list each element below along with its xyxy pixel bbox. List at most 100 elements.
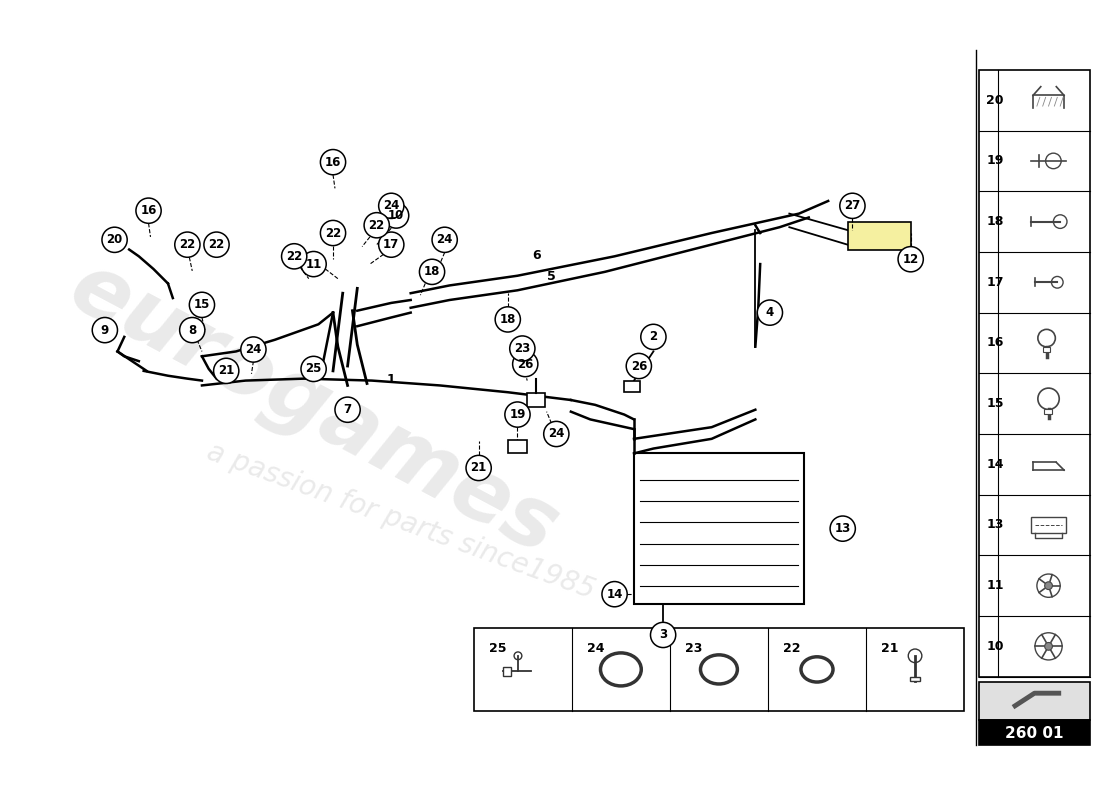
Text: 19: 19: [987, 154, 1004, 167]
Circle shape: [175, 232, 200, 258]
Bar: [508, 440, 527, 454]
Text: 22: 22: [179, 238, 196, 251]
Text: 23: 23: [514, 342, 530, 355]
Bar: [474, 628, 964, 710]
Circle shape: [432, 227, 458, 253]
Text: 17: 17: [383, 238, 399, 251]
Bar: [625, 381, 640, 392]
Circle shape: [495, 306, 520, 332]
Bar: [979, 682, 1090, 720]
Circle shape: [898, 246, 923, 272]
Text: 17: 17: [987, 276, 1004, 289]
Text: 23: 23: [684, 642, 702, 654]
Circle shape: [378, 194, 404, 218]
Text: 10: 10: [388, 209, 404, 222]
Text: 24: 24: [383, 199, 399, 212]
Circle shape: [213, 358, 239, 383]
Text: 13: 13: [987, 518, 1004, 531]
Text: 15: 15: [987, 397, 1004, 410]
Text: 21: 21: [881, 642, 899, 654]
Circle shape: [513, 351, 538, 377]
Text: 2: 2: [649, 330, 658, 343]
Text: 24: 24: [437, 234, 453, 246]
Text: 20: 20: [987, 94, 1004, 106]
Circle shape: [378, 232, 404, 258]
Text: 21: 21: [471, 462, 487, 474]
Text: 18: 18: [499, 313, 516, 326]
Text: 14: 14: [606, 588, 623, 601]
Text: 15: 15: [194, 298, 210, 311]
Circle shape: [602, 582, 627, 606]
Text: 12: 12: [903, 253, 918, 266]
Text: 11: 11: [987, 579, 1004, 592]
Bar: [527, 394, 544, 406]
Text: 24: 24: [245, 343, 262, 356]
Circle shape: [757, 300, 782, 326]
Bar: [1031, 518, 1066, 533]
Text: 25: 25: [306, 362, 322, 375]
Text: 3: 3: [659, 629, 668, 642]
Ellipse shape: [608, 660, 634, 679]
Bar: [979, 720, 1090, 745]
Text: 26: 26: [630, 359, 647, 373]
Text: 8: 8: [188, 323, 197, 337]
Bar: [979, 70, 1090, 677]
Text: 1: 1: [387, 374, 396, 386]
Circle shape: [320, 150, 345, 174]
Text: 260 01: 260 01: [1005, 726, 1064, 741]
Text: 7: 7: [343, 403, 352, 416]
Text: 27: 27: [845, 199, 860, 212]
Ellipse shape: [707, 661, 730, 678]
Text: 16: 16: [324, 156, 341, 169]
Text: 24: 24: [548, 427, 564, 441]
Circle shape: [650, 622, 675, 647]
Text: 10: 10: [987, 640, 1004, 653]
Text: 18: 18: [987, 215, 1004, 228]
Circle shape: [543, 422, 569, 446]
Text: 9: 9: [101, 323, 109, 337]
Text: 16: 16: [987, 337, 1004, 350]
Bar: [910, 677, 920, 681]
Bar: [504, 666, 512, 676]
Text: 24: 24: [586, 642, 604, 654]
Circle shape: [384, 203, 409, 228]
Circle shape: [830, 516, 856, 542]
Circle shape: [301, 251, 327, 277]
Circle shape: [839, 194, 865, 218]
Circle shape: [136, 198, 162, 223]
Circle shape: [1045, 582, 1053, 590]
Text: 20: 20: [107, 234, 123, 246]
Text: 22: 22: [368, 218, 385, 232]
Bar: [634, 454, 804, 604]
Text: eurogames: eurogames: [55, 246, 572, 574]
Text: 22: 22: [324, 226, 341, 239]
Circle shape: [641, 324, 666, 350]
Circle shape: [466, 455, 492, 481]
Text: 5: 5: [547, 270, 556, 283]
Bar: [848, 222, 911, 250]
Circle shape: [626, 354, 651, 378]
Circle shape: [179, 318, 205, 342]
Circle shape: [509, 336, 535, 361]
Text: 19: 19: [509, 408, 526, 421]
Text: 18: 18: [424, 266, 440, 278]
Text: 6: 6: [532, 249, 541, 262]
Bar: [1043, 347, 1050, 352]
Circle shape: [301, 356, 327, 382]
Circle shape: [92, 318, 118, 342]
Text: 25: 25: [488, 642, 506, 654]
Text: 4: 4: [766, 306, 774, 319]
Text: 22: 22: [783, 642, 800, 654]
Ellipse shape: [807, 662, 827, 677]
Circle shape: [505, 402, 530, 427]
Circle shape: [282, 244, 307, 269]
Text: 11: 11: [306, 258, 321, 270]
Text: 22: 22: [208, 238, 224, 251]
Text: a passion for parts since1985: a passion for parts since1985: [204, 438, 598, 605]
Bar: [1044, 410, 1053, 414]
Circle shape: [241, 337, 266, 362]
Circle shape: [320, 220, 345, 246]
Circle shape: [419, 259, 444, 285]
Text: 22: 22: [286, 250, 302, 263]
Circle shape: [364, 213, 389, 238]
